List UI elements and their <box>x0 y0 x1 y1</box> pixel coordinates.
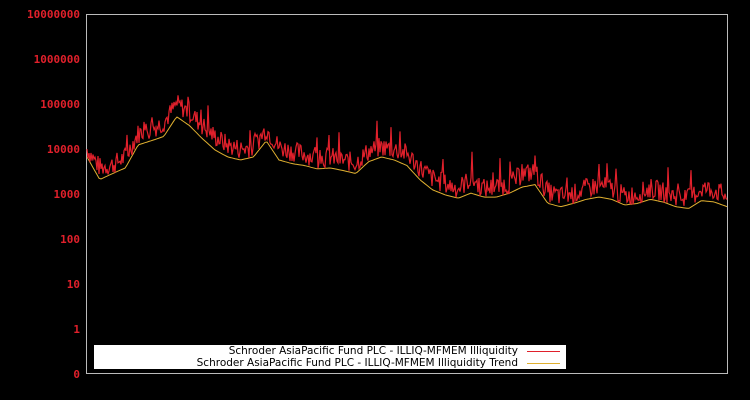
y-tick-label: 1000000 <box>33 53 80 66</box>
y-tick-label: 100000 <box>40 98 80 111</box>
series-layer <box>86 95 728 209</box>
y-tick-label: 10000000 <box>27 8 80 21</box>
legend-swatch-illiquidity <box>527 351 560 352</box>
y-tick-label: 10 <box>66 278 80 291</box>
legend-swatch-trend <box>527 363 560 364</box>
legend-label-illiquidity: Schroder AsiaPacific Fund PLC - ILLIQ-MF… <box>228 345 518 357</box>
y-tick-label: 0 <box>73 368 80 381</box>
legend-label-trend: Schroder AsiaPacific Fund PLC - ILLIQ-MF… <box>196 357 518 369</box>
y-tick-label: 10000 <box>46 143 80 156</box>
illiquidity-trend-line <box>86 116 728 209</box>
legend: Schroder AsiaPacific Fund PLC - ILLIQ-MF… <box>94 345 566 369</box>
y-tick-label: 100 <box>60 233 80 246</box>
y-tick-label: 1000 <box>53 188 81 201</box>
y-tick-label: 1 <box>73 323 80 336</box>
illiquidity-line <box>86 95 728 206</box>
